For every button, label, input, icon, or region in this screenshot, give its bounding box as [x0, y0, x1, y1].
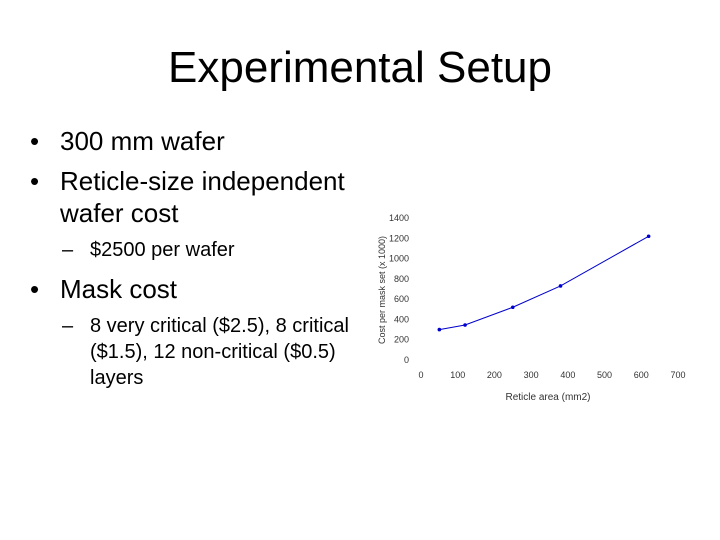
- x-tick-label: 700: [670, 370, 685, 380]
- data-point: [558, 284, 563, 288]
- x-tick-label: 400: [560, 370, 575, 380]
- x-tick-label: 600: [634, 370, 649, 380]
- y-tick-label: 1000: [389, 254, 409, 264]
- bullet-dot: •: [30, 126, 40, 156]
- y-tick-label: 400: [394, 314, 409, 324]
- bullet-wafer-cost: • Reticle-size independent wafer cost: [30, 165, 370, 229]
- x-tick-label: 300: [524, 370, 539, 380]
- bullet-text: 300 mm wafer: [60, 126, 225, 156]
- bullet-dot: •: [30, 166, 40, 196]
- sub-bullet-text: $2500 per wafer: [90, 239, 235, 261]
- x-axis-label: Reticle area (mm2): [505, 392, 590, 403]
- y-tick-label: 0: [404, 355, 409, 365]
- y-tick-label: 1200: [389, 233, 409, 243]
- data-point: [646, 234, 651, 239]
- data-point: [437, 327, 442, 332]
- y-tick-label: 600: [394, 294, 409, 304]
- x-tick-label: 200: [487, 370, 502, 380]
- data-point: [463, 323, 467, 327]
- sub-bullet-layers: – 8 very critical ($2.5), 8 critical ($1…: [30, 313, 370, 391]
- slide-title: Experimental Setup: [168, 43, 552, 92]
- y-tick-label: 800: [394, 274, 409, 284]
- bullet-wafer: • 300 mm wafer: [30, 125, 370, 157]
- sub-bullet-per-wafer: – $2500 per wafer: [30, 237, 370, 263]
- x-tick-label: 0: [418, 370, 423, 380]
- bullet-mask-cost: • Mask cost: [30, 273, 370, 305]
- data-point: [510, 305, 515, 310]
- bullet-dot: •: [30, 274, 40, 304]
- sub-bullet-dash: –: [62, 315, 74, 337]
- y-tick-label: 1400: [389, 213, 409, 223]
- x-tick-label: 500: [597, 370, 612, 380]
- bullet-text: Mask cost: [60, 274, 178, 304]
- y-axis-label: Cost per mask set (x 1000): [377, 236, 387, 344]
- y-axis-ticks: 0 200 400 600 800 1000 1200 1400: [389, 213, 409, 365]
- bullet-list: • 300 mm wafer • Reticle-size independen…: [30, 125, 370, 401]
- x-axis-ticks: 0 100 200 300 400 500 600 700: [418, 370, 685, 380]
- x-tick-label: 100: [450, 370, 465, 380]
- sub-bullet-dash: –: [62, 239, 74, 261]
- data-points: [437, 234, 651, 332]
- series-line: [439, 235, 649, 331]
- y-tick-label: 200: [394, 335, 409, 345]
- sub-bullet-text: 8 very critical ($2.5), 8 critical ($1.5…: [90, 315, 349, 389]
- bullet-text: Reticle-size independent wafer cost: [60, 166, 345, 228]
